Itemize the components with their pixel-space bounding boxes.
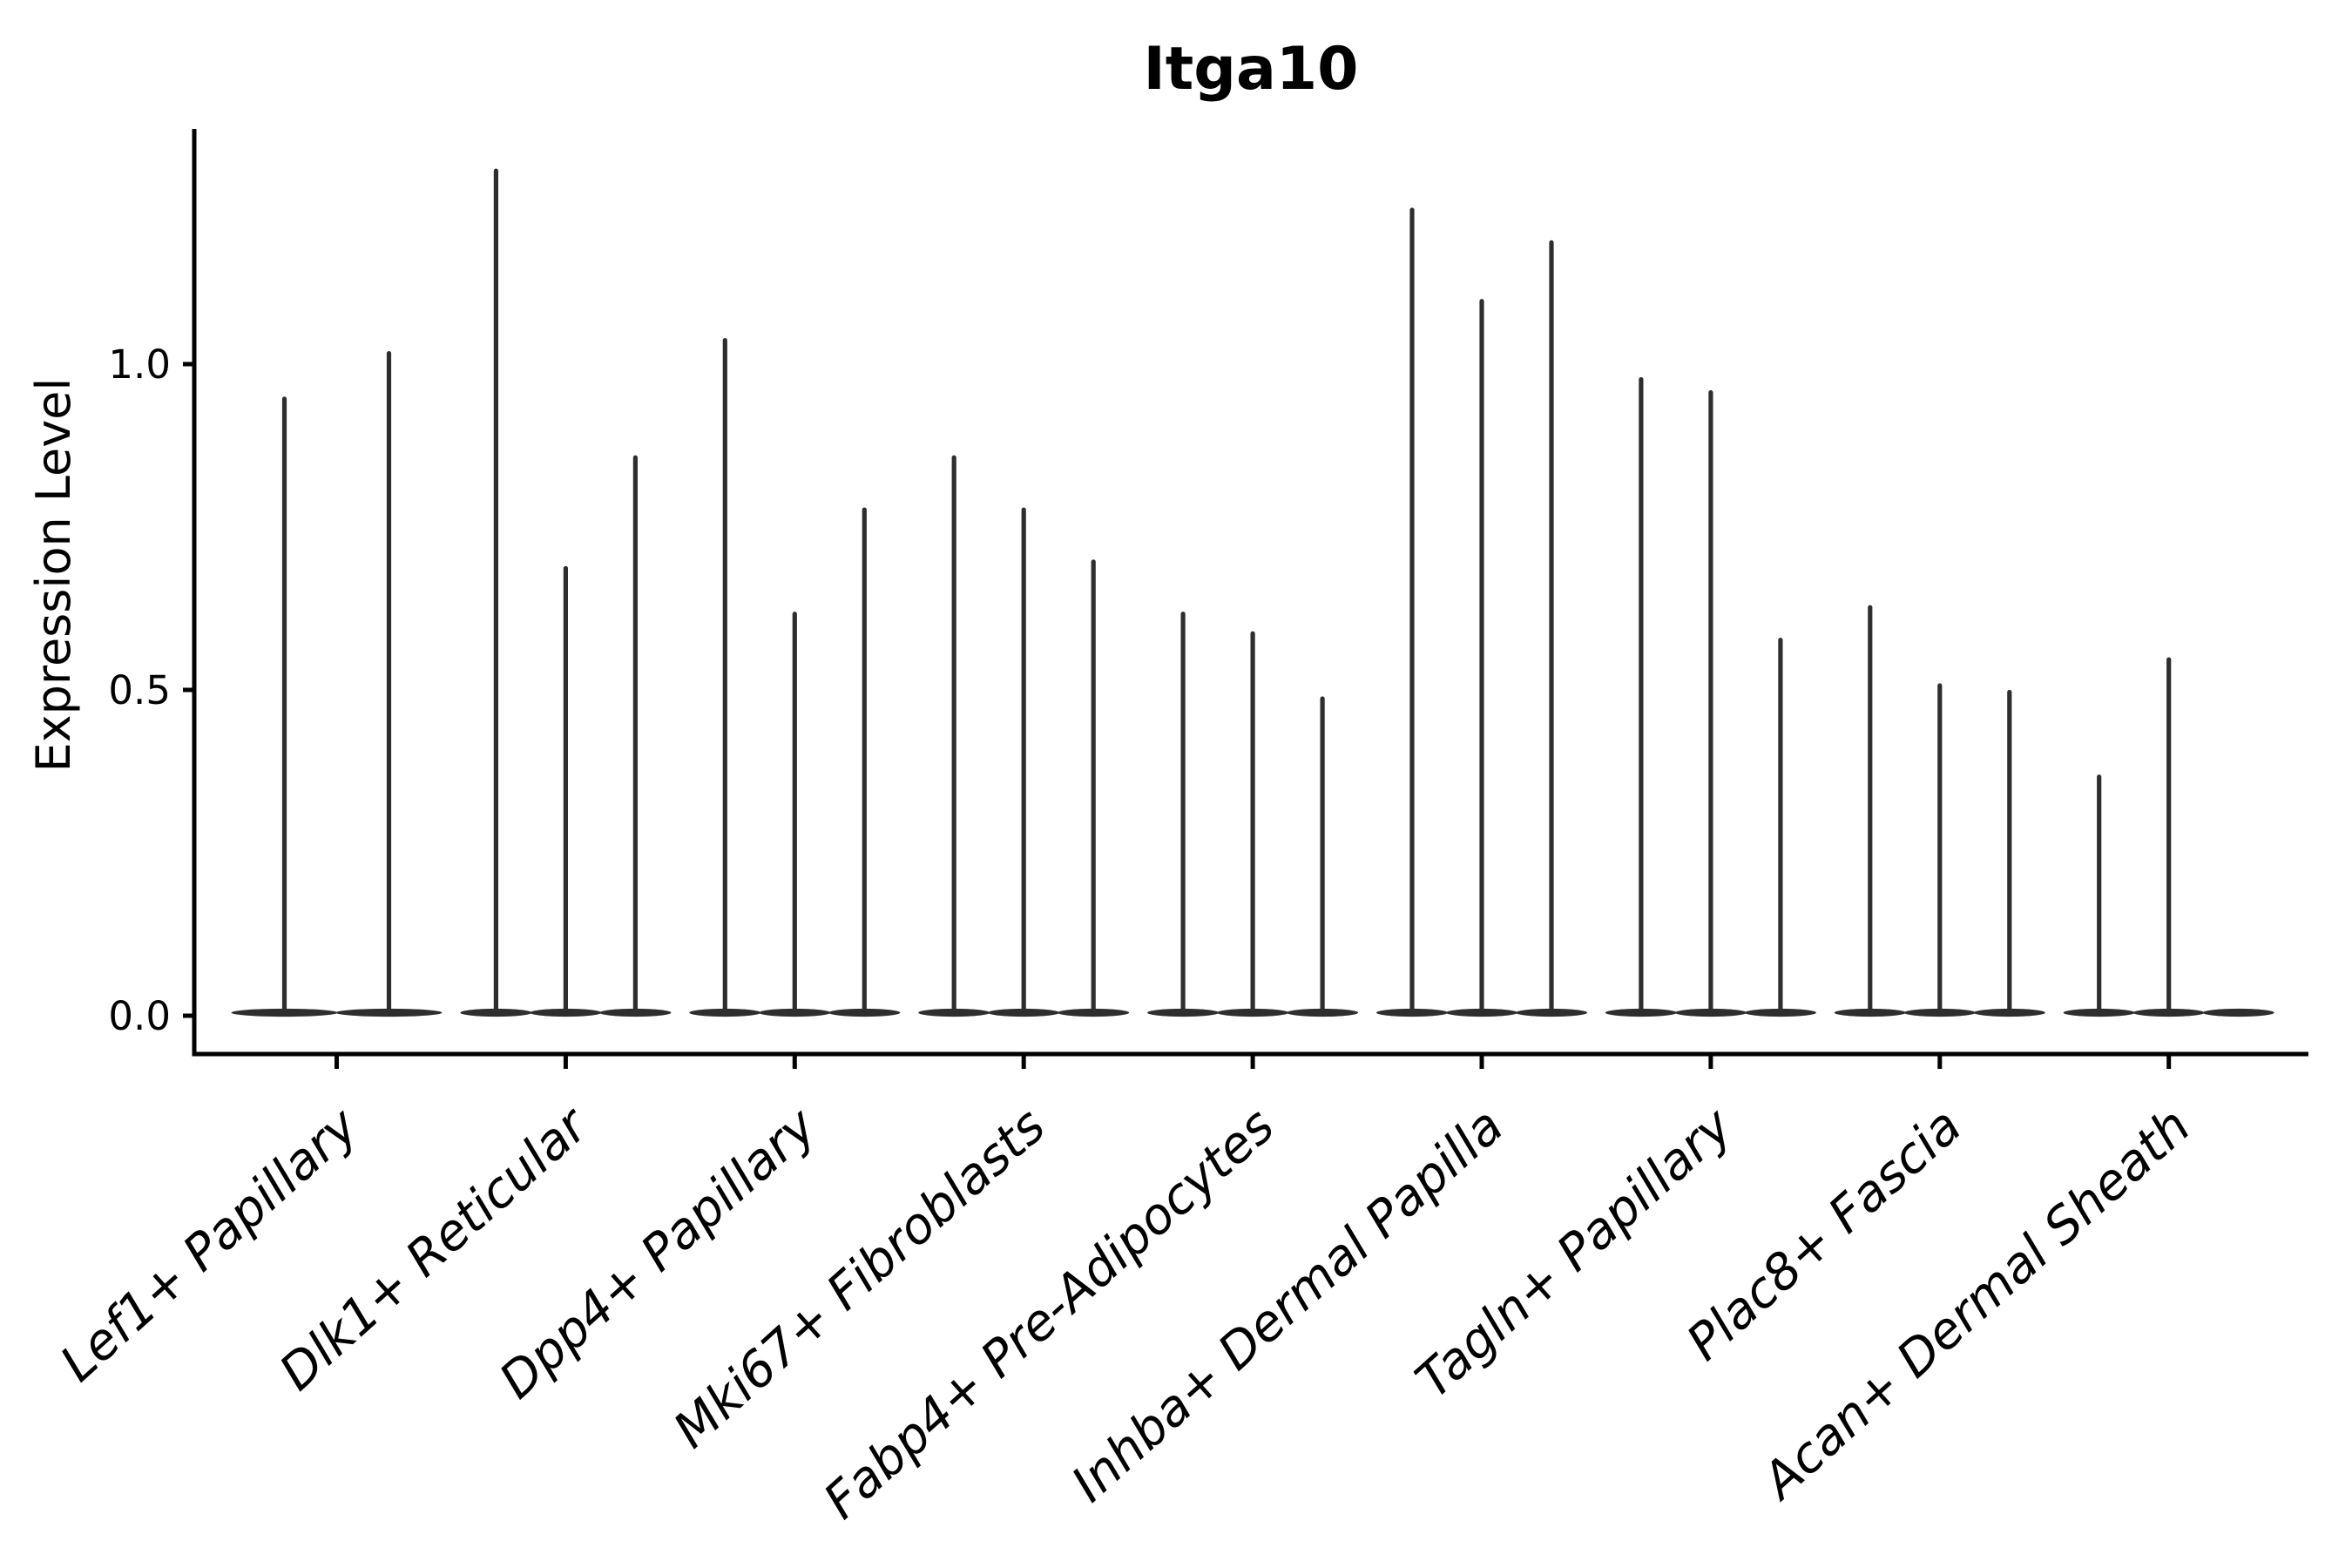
violin-group [231, 350, 443, 1017]
violin-group [1834, 605, 2045, 1017]
x-tick-label: Mki67+ Fibroblasts [663, 1097, 1057, 1459]
x-tick-label: Acan+ Dermal Sheath [1749, 1097, 2201, 1512]
violin-group [2063, 657, 2274, 1017]
violin-group [1605, 376, 1816, 1017]
violin-group [1376, 207, 1587, 1017]
x-tick-label: Inhba+ Dermal Papilla [1061, 1097, 1514, 1513]
y-tick-label: 1.0 [108, 341, 171, 388]
violins-layer [231, 168, 2274, 1017]
y-tick-label: 0.5 [108, 667, 171, 713]
violin-group [460, 168, 672, 1017]
violin-group [918, 455, 1130, 1017]
y-axis-label: Expression Level [26, 378, 81, 773]
y-tick-label: 0.0 [108, 993, 171, 1039]
chart-title: Itga10 [1144, 35, 1359, 104]
violin-group [1147, 612, 1359, 1017]
violin-group [689, 337, 901, 1017]
violin-base [2202, 1008, 2274, 1017]
x-tick-label: Fabp4+ Pre-Adipocytes [813, 1097, 1285, 1530]
